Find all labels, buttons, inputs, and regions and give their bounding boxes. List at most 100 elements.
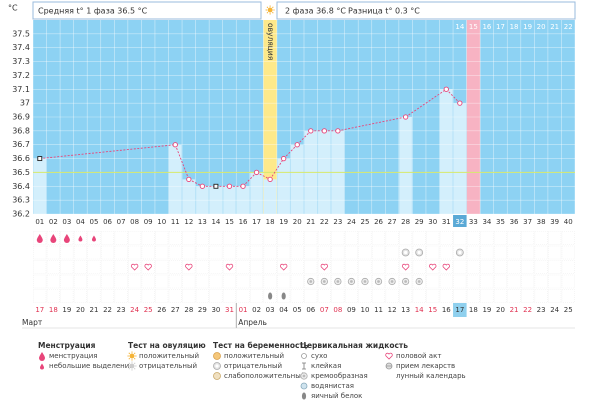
x-tick-label: 05: [90, 218, 99, 226]
row-cell: [439, 274, 453, 289]
date-label: 19: [482, 306, 491, 314]
legend-label: яичный белок: [311, 392, 362, 400]
row-cell: [263, 289, 277, 303]
icon-sex: [144, 263, 152, 271]
row-cell: [182, 289, 196, 303]
icon-part: [50, 234, 57, 243]
row-cell: [73, 231, 88, 245]
row-cell: [493, 260, 508, 274]
row-cell: [520, 260, 535, 274]
temp-bar: [290, 144, 304, 214]
row-cell: [60, 289, 74, 303]
row-cell: [534, 245, 548, 260]
x-tick-label: 03: [62, 218, 71, 226]
row-cell: [426, 289, 440, 303]
row-cell: [317, 231, 331, 245]
legend-label: положительный: [224, 352, 284, 360]
legend-title: Цервикальная жидкость: [300, 341, 408, 350]
row-cell: [453, 289, 467, 303]
icon-part: [279, 263, 288, 271]
row-cell: [87, 274, 101, 289]
y-tick-label: 37.5: [12, 29, 30, 38]
icon-part: [36, 234, 43, 243]
date-label: 02: [252, 306, 261, 314]
x-tick-label: 04: [76, 218, 85, 226]
date-label: 01: [239, 306, 248, 314]
icon-part: [300, 382, 308, 390]
row-cell: [168, 231, 182, 245]
icon-part: [185, 263, 193, 271]
row-cell: [60, 231, 74, 245]
date-label: 13: [401, 306, 410, 314]
icon-creamy: [361, 277, 369, 286]
icon-part: [458, 250, 462, 255]
date-label: 24: [550, 306, 559, 314]
row-cell: [168, 260, 182, 274]
row-cell: [195, 231, 209, 245]
temp-segment: [188, 178, 203, 187]
current-day: [453, 215, 467, 227]
row-cell: [182, 245, 196, 260]
icon-part: [133, 362, 136, 365]
row-cell: [548, 231, 562, 245]
row-cell: [561, 245, 575, 260]
icon-part: [272, 11, 274, 14]
x-tick-label: 12: [184, 218, 193, 226]
icon-part: [128, 367, 131, 370]
row-cell: [250, 245, 264, 260]
x-tick-label: 15: [225, 218, 234, 226]
date-label: 23: [117, 306, 126, 314]
x-tick-label: 32: [455, 218, 464, 226]
icon-part: [301, 392, 307, 400]
x-tick-label: 34: [482, 218, 491, 226]
legend-label: слабоположительный: [224, 372, 305, 380]
icon-part: [385, 352, 393, 360]
row-cell: [371, 231, 386, 245]
row-cell: [209, 289, 223, 303]
row-cell: [195, 289, 209, 303]
temp-point: [294, 142, 300, 148]
icon-part: [266, 6, 269, 9]
row-cell: [520, 289, 535, 303]
temp-point: [240, 183, 246, 189]
icon-egg: [301, 392, 307, 400]
row-cell: [412, 245, 426, 260]
row-cell: [222, 260, 237, 274]
row-cell: [561, 231, 575, 245]
date-label: 05: [293, 306, 302, 314]
row-cell: [155, 231, 169, 245]
row-cell: [155, 274, 169, 289]
temp-bar: [440, 89, 453, 214]
header-box-1: [32, 1, 262, 20]
date-label: 04: [279, 306, 288, 314]
row-cell: [331, 260, 345, 274]
row-cell: [60, 274, 74, 289]
y-tick-label: 37.1: [12, 85, 30, 94]
row-cell: [250, 289, 264, 303]
legend-label: водянистая: [311, 382, 354, 390]
row-cell: [466, 289, 480, 303]
row-cell: [250, 260, 264, 274]
icon-part: [129, 353, 135, 359]
row-cell: [182, 231, 196, 245]
row-cell: [114, 245, 128, 260]
row-cell: [480, 260, 494, 274]
row-cell: [399, 245, 413, 260]
date-label: 29: [198, 306, 207, 314]
row-cell: [290, 231, 304, 245]
row-cell: [534, 231, 548, 245]
icon-preg-neg: [401, 248, 410, 257]
y-tick-label: 36.9: [12, 113, 30, 122]
legend-label: небольшие выделения: [49, 362, 134, 370]
row-cell: [209, 245, 223, 260]
row-cell: [358, 289, 372, 303]
date-label: 10: [361, 306, 370, 314]
row-cell: [385, 245, 399, 260]
x-tick-label: 26: [374, 218, 383, 226]
row-cell: [344, 260, 358, 274]
temp-bar: [182, 179, 196, 214]
row-cell: [317, 260, 331, 274]
days-after-ovulation: 17: [496, 23, 505, 31]
legend-label: кремообразная: [311, 372, 368, 380]
x-tick-label: 14: [211, 218, 220, 226]
